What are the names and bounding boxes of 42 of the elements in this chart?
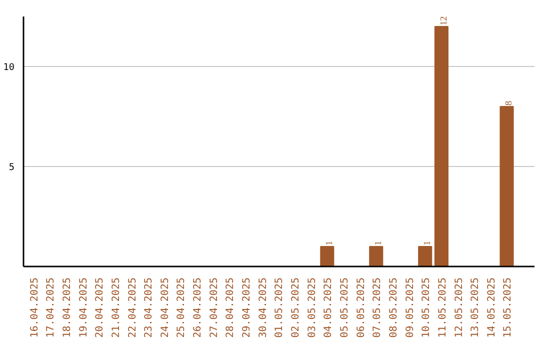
bar xyxy=(320,246,334,266)
x-tick-label: 05.05.2025 xyxy=(339,277,350,338)
x-tick-label: 12.05.2025 xyxy=(454,277,465,338)
x-tick-label: 17.04.2025 xyxy=(46,277,57,338)
x-tick-label: 11.05.2025 xyxy=(437,277,448,338)
x-tick-label: 14.05.2025 xyxy=(486,277,498,338)
x-tick-label: 24.04.2025 xyxy=(160,277,171,338)
bar xyxy=(500,106,514,266)
x-tick-label: 19.04.2025 xyxy=(78,277,90,338)
x-tick-label: 03.05.2025 xyxy=(306,277,318,338)
x-tick-label: 13.05.2025 xyxy=(470,277,482,338)
x-tick-label: 26.04.2025 xyxy=(192,277,204,338)
y-tick-label: 10 xyxy=(3,62,15,73)
x-tick-label: 28.04.2025 xyxy=(225,277,236,338)
data-label: 1 xyxy=(374,240,384,246)
data-label: 1 xyxy=(423,240,434,246)
x-tick-label: 09.05.2025 xyxy=(404,277,416,338)
x-tick-label: 07.05.2025 xyxy=(372,277,384,338)
x-tick-label: 25.04.2025 xyxy=(176,277,188,338)
x-tick-label: 18.04.2025 xyxy=(62,277,73,338)
bar xyxy=(418,246,432,266)
x-tick-label: 27.04.2025 xyxy=(208,277,220,338)
x-tick-label: 02.05.2025 xyxy=(290,277,302,338)
x-tick-label: 29.04.2025 xyxy=(242,277,253,338)
x-tick-label: 04.05.2025 xyxy=(323,277,334,338)
x-tick-label: 22.04.2025 xyxy=(127,277,138,338)
x-tick-label: 21.04.2025 xyxy=(110,277,122,338)
data-label: 8 xyxy=(504,100,515,106)
data-label: 1 xyxy=(325,240,336,246)
x-tick-label: 16.04.2025 xyxy=(29,277,40,338)
bar xyxy=(434,26,448,266)
y-tick-label: 5 xyxy=(8,162,15,173)
x-tick-label: 15.05.2025 xyxy=(502,277,514,338)
x-tick-label: 23.04.2025 xyxy=(144,277,155,338)
bar xyxy=(369,246,384,266)
x-tick-label: 01.05.2025 xyxy=(274,277,286,338)
x-tick-label: 06.05.2025 xyxy=(356,277,367,338)
x-tick-label: 10.05.2025 xyxy=(421,277,432,338)
x-tick-label: 30.04.2025 xyxy=(258,277,269,338)
data-label: 12 xyxy=(439,16,450,26)
x-tick-label: 20.04.2025 xyxy=(94,277,106,338)
x-tick-label: 08.05.2025 xyxy=(388,277,400,338)
